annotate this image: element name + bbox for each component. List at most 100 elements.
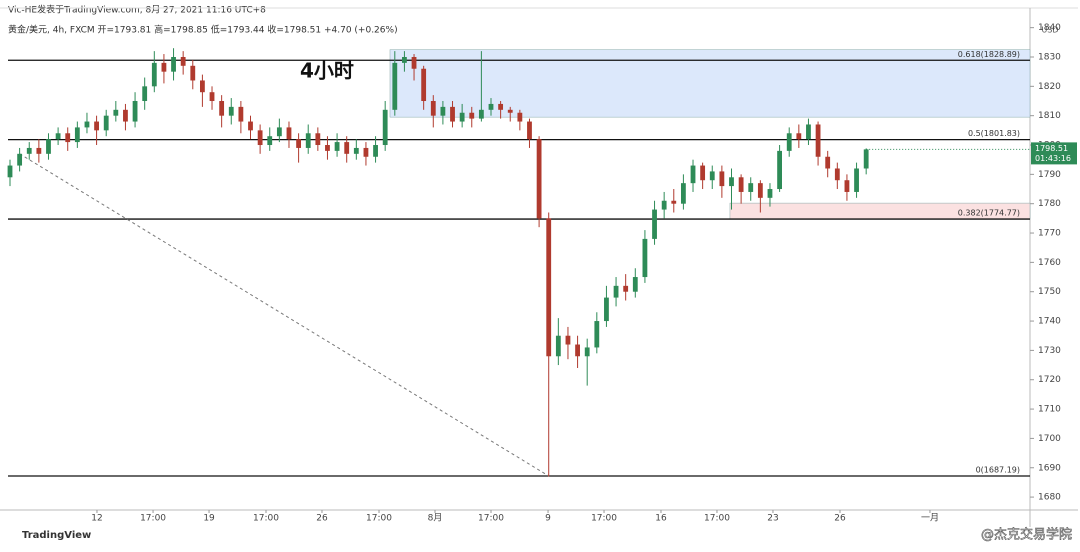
candle-body <box>171 56 176 72</box>
candle-body <box>142 86 148 102</box>
candle-body <box>132 101 138 122</box>
x-tick-label: 17:00 <box>253 514 279 524</box>
x-tick-label: 17:00 <box>591 514 617 524</box>
candle-body <box>199 80 205 93</box>
candle-body <box>825 156 831 169</box>
candle-body <box>767 189 773 198</box>
candle-body <box>65 133 71 143</box>
candle-body <box>488 103 494 110</box>
candle-body <box>834 168 840 181</box>
candle-body <box>786 133 792 151</box>
candle-body <box>440 106 446 116</box>
candle-body <box>459 112 465 122</box>
candle-body <box>55 133 61 140</box>
candle-body <box>267 136 273 146</box>
y-tick-label: 1780 <box>1038 199 1061 209</box>
candle-body <box>325 145 330 151</box>
candle-body <box>353 147 359 154</box>
y-tick-label: 1790 <box>1038 170 1061 180</box>
candle-body <box>661 200 667 210</box>
y-tick-label: 1730 <box>1038 346 1061 356</box>
candle-body <box>632 277 638 292</box>
candle-body <box>74 127 80 143</box>
subheader: 黄金/美元, 4h, FXCM 开=1793.81 高=1798.85 低=17… <box>8 24 398 36</box>
candle-body <box>796 133 802 140</box>
y-tick-label: 1760 <box>1038 258 1061 268</box>
header: Vic-HE发表于TradingView.com, 8月 27, 2021 11… <box>8 4 266 16</box>
candle-body <box>123 109 128 122</box>
candle-body <box>613 285 619 298</box>
x-tick-label: 9 <box>545 514 551 524</box>
candle-body <box>844 180 850 192</box>
candle-body <box>517 112 523 122</box>
candle-body <box>555 335 561 357</box>
currency: USD <box>1041 26 1058 35</box>
y-tick-label: 1840 <box>1038 23 1061 33</box>
x-tick-label: 26 <box>834 514 846 524</box>
candle-body <box>84 121 90 128</box>
candle-body <box>729 177 734 187</box>
candle-body <box>94 121 99 131</box>
candle-body <box>469 112 475 119</box>
x-tick-label: 23 <box>767 514 778 524</box>
candle-body <box>248 121 253 131</box>
candle-body <box>680 183 686 204</box>
candle-body <box>671 200 677 204</box>
fib-label: 0.382(1774.77) <box>958 209 1020 218</box>
candle-body <box>450 106 455 122</box>
x-tick-label: 16 <box>655 514 667 524</box>
x-tick-label: 17:00 <box>478 514 504 524</box>
y-tick-label: 1700 <box>1038 434 1061 444</box>
candle-body <box>863 149 869 169</box>
candle-body <box>748 183 754 192</box>
candle-body <box>296 139 302 148</box>
x-tick-label: 17:00 <box>366 514 392 524</box>
x-tick-label: 12 <box>91 514 102 524</box>
candle-body <box>392 62 398 110</box>
annotation: 4小时 <box>300 59 354 83</box>
x-tick-label: 19 <box>203 514 215 524</box>
countdown: 01:43:16 <box>1035 154 1071 163</box>
candle-body <box>575 344 580 357</box>
y-tick-label: 1680 <box>1038 493 1061 503</box>
zone <box>389 49 1031 118</box>
candle-body <box>209 92 215 102</box>
candle-body <box>228 106 234 116</box>
candle-body <box>382 109 388 146</box>
x-tick-label: 一月 <box>921 513 939 524</box>
y-tick-label: 1740 <box>1038 317 1061 327</box>
y-tick-label: 1720 <box>1038 375 1061 385</box>
candle-body <box>498 103 504 110</box>
fib-label: 0.618(1828.89) <box>958 50 1020 59</box>
candle-body <box>757 183 763 198</box>
candle-body <box>738 177 744 192</box>
y-tick-label: 1690 <box>1038 463 1061 473</box>
candle-body <box>815 124 821 157</box>
candle-body <box>286 127 292 140</box>
candle-body <box>238 106 244 122</box>
candle-body <box>854 168 859 192</box>
candle-body <box>180 56 186 66</box>
x-tick-label: 8月 <box>428 513 443 524</box>
candle-body <box>305 133 311 148</box>
candle-body <box>421 68 427 102</box>
candle-body <box>430 101 436 116</box>
y-tick-label: 1710 <box>1038 405 1061 415</box>
candle-body <box>623 285 629 292</box>
brand: TradingView <box>22 530 91 541</box>
candle-body <box>103 115 109 131</box>
candle-body <box>652 209 657 239</box>
fib-label: 0(1687.19) <box>976 465 1020 474</box>
candle-body <box>276 127 282 137</box>
candle-body <box>642 238 648 278</box>
candle-body <box>373 145 378 157</box>
candle-body <box>36 147 42 154</box>
candle-body <box>777 150 782 190</box>
x-tick-label: 17:00 <box>140 514 166 524</box>
candle-body <box>7 165 13 178</box>
candle-body <box>219 101 225 116</box>
y-tick-label: 1820 <box>1038 82 1061 92</box>
last-price-label: 1798.51 <box>1035 144 1068 153</box>
candle-body <box>806 124 811 140</box>
last-price-tag <box>1031 142 1077 165</box>
